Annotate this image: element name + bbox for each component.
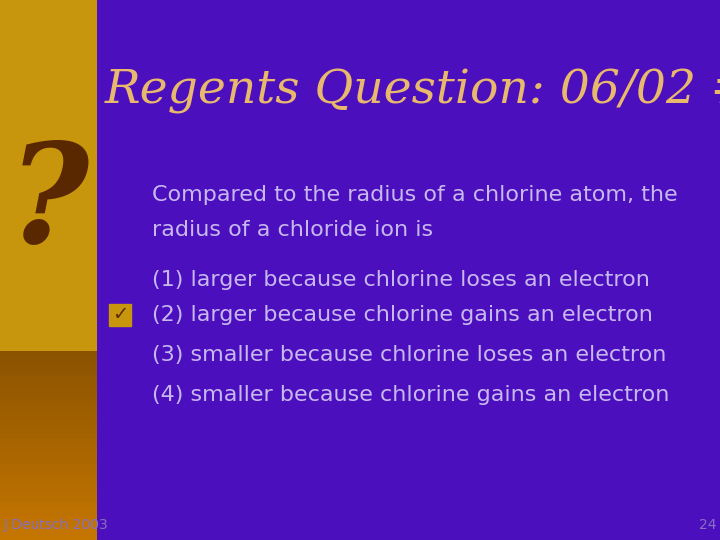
FancyBboxPatch shape [0, 452, 97, 458]
FancyBboxPatch shape [0, 464, 97, 471]
FancyBboxPatch shape [0, 458, 97, 464]
FancyBboxPatch shape [0, 389, 97, 395]
FancyBboxPatch shape [0, 408, 97, 414]
FancyBboxPatch shape [0, 357, 97, 363]
FancyBboxPatch shape [109, 304, 131, 326]
Text: Regents Question: 06/02 #10: Regents Question: 06/02 #10 [105, 68, 720, 113]
Text: J Deutsch 2003: J Deutsch 2003 [4, 518, 109, 532]
FancyBboxPatch shape [0, 521, 97, 528]
Text: (1) larger because chlorine loses an electron: (1) larger because chlorine loses an ele… [152, 270, 650, 290]
FancyBboxPatch shape [0, 370, 97, 376]
FancyBboxPatch shape [0, 471, 97, 477]
FancyBboxPatch shape [0, 427, 97, 433]
Text: (2) larger because chlorine gains an electron: (2) larger because chlorine gains an ele… [152, 305, 653, 325]
FancyBboxPatch shape [0, 0, 97, 351]
FancyBboxPatch shape [0, 483, 97, 490]
FancyBboxPatch shape [0, 477, 97, 483]
FancyBboxPatch shape [0, 376, 97, 382]
FancyBboxPatch shape [0, 363, 97, 370]
Text: (4) smaller because chlorine gains an electron: (4) smaller because chlorine gains an el… [152, 385, 670, 405]
FancyBboxPatch shape [0, 420, 97, 427]
FancyBboxPatch shape [0, 351, 97, 357]
Text: ✓: ✓ [112, 306, 128, 325]
Text: 24: 24 [698, 518, 716, 532]
Text: (3) smaller because chlorine loses an electron: (3) smaller because chlorine loses an el… [152, 345, 667, 365]
FancyBboxPatch shape [0, 528, 97, 534]
Text: radius of a chloride ion is: radius of a chloride ion is [152, 220, 433, 240]
Text: Compared to the radius of a chlorine atom, the: Compared to the radius of a chlorine ato… [152, 185, 678, 205]
FancyBboxPatch shape [0, 382, 97, 389]
FancyBboxPatch shape [0, 502, 97, 509]
FancyBboxPatch shape [0, 509, 97, 515]
FancyBboxPatch shape [0, 439, 97, 446]
FancyBboxPatch shape [0, 401, 97, 408]
FancyBboxPatch shape [0, 433, 97, 439]
FancyBboxPatch shape [0, 446, 97, 452]
FancyBboxPatch shape [0, 490, 97, 496]
FancyBboxPatch shape [97, 0, 720, 540]
FancyBboxPatch shape [0, 534, 97, 540]
Text: ?: ? [8, 138, 89, 272]
FancyBboxPatch shape [0, 496, 97, 502]
FancyBboxPatch shape [0, 515, 97, 521]
FancyBboxPatch shape [0, 395, 97, 401]
FancyBboxPatch shape [0, 351, 97, 540]
FancyBboxPatch shape [0, 414, 97, 420]
